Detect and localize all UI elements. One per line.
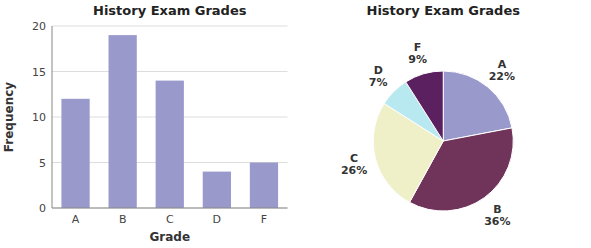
slice-label: A22%	[489, 58, 515, 83]
slice-label: C26%	[341, 152, 367, 177]
bar-chart: History Exam Grades 0 5 10 15 20 A B C D F Grade Fre…	[2, 3, 288, 244]
bar	[156, 81, 184, 208]
slice-value: 22%	[489, 70, 515, 83]
x-tick-label: C	[166, 213, 174, 226]
slices	[373, 71, 513, 211]
x-axis-label: Grade	[149, 230, 190, 244]
y-tick-label: 5	[39, 157, 46, 170]
slice-value: 26%	[341, 164, 367, 177]
grid-line	[52, 26, 288, 27]
bar	[109, 35, 137, 208]
grid-line	[52, 71, 288, 72]
bar	[203, 172, 231, 208]
chart-canvas: History Exam Grades 0 5 10 15 20 A B C D F Grade Fre…	[0, 0, 591, 248]
y-tick-label: 15	[32, 66, 46, 79]
y-tick-label: 10	[32, 111, 46, 124]
y-tick-label: 20	[32, 20, 46, 33]
bars	[61, 35, 278, 208]
x-axis-line	[52, 208, 288, 209]
slice-label: F9%	[408, 41, 427, 66]
pie-chart: History Exam Grades A22% B36% C26% D7% F9%	[341, 3, 520, 228]
y-axis-label: Frequency	[2, 82, 16, 152]
chart-title: History Exam Grades	[367, 3, 521, 18]
slice-label: D7%	[369, 64, 388, 89]
pie-slice	[406, 71, 444, 141]
y-axis-line	[52, 26, 53, 208]
chart-title: History Exam Grades	[93, 3, 247, 18]
bar	[61, 99, 89, 208]
slice-value: 7%	[369, 76, 388, 89]
slice-label: B36%	[484, 203, 510, 228]
x-tick-label: A	[72, 213, 80, 226]
bar	[250, 163, 278, 209]
x-tick-label: D	[213, 213, 221, 226]
slice-labels: A22% B36% C26% D7% F9%	[341, 41, 515, 229]
x-tick-label: F	[261, 213, 267, 226]
x-tick-label: B	[119, 213, 127, 226]
slice-value: 9%	[408, 53, 427, 66]
y-tick-label: 0	[39, 202, 46, 215]
grid-line	[52, 208, 288, 209]
slice-value: 36%	[484, 215, 510, 228]
